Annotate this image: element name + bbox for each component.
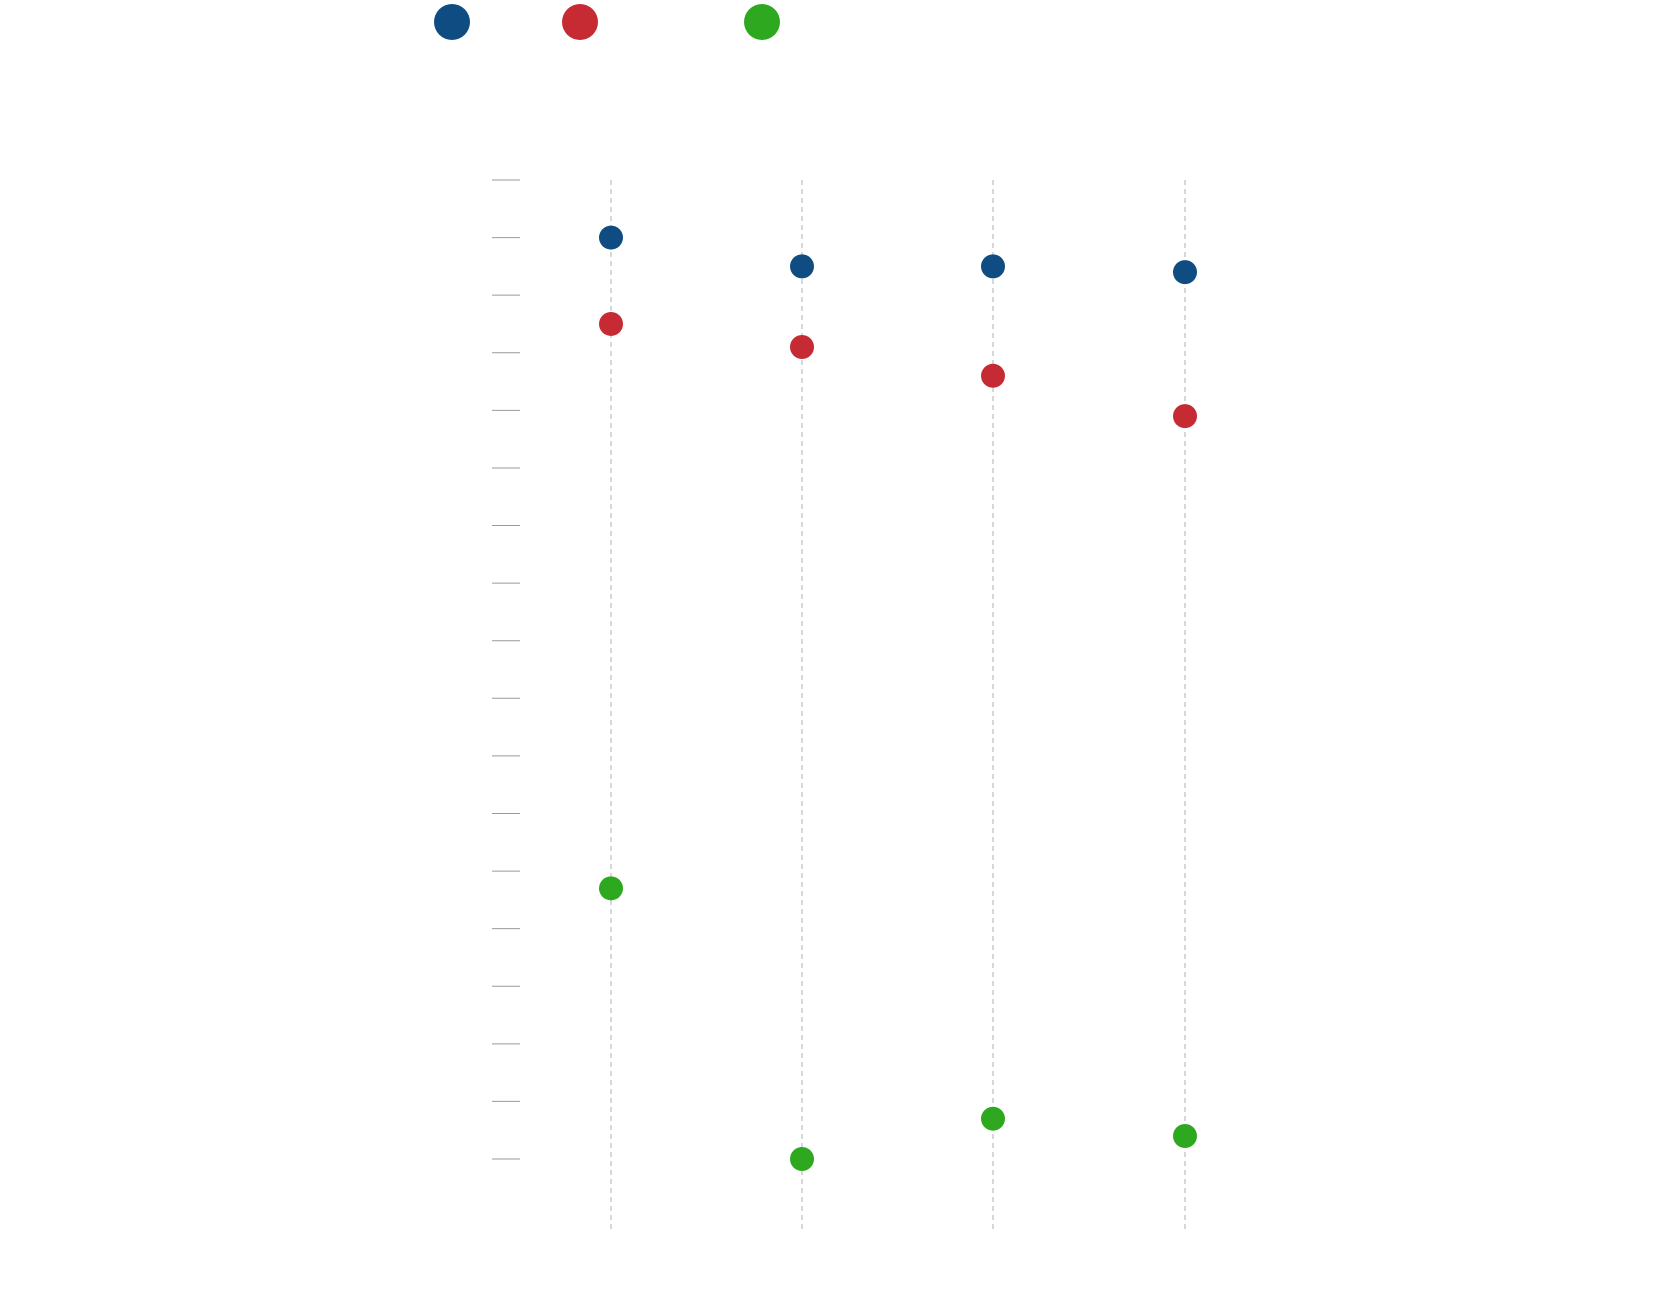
dot bbox=[790, 254, 814, 279]
dot bbox=[981, 254, 1005, 279]
dot bbox=[1173, 1123, 1197, 1148]
dot bbox=[981, 1106, 1005, 1131]
legend-marker bbox=[434, 4, 470, 40]
legend-marker bbox=[562, 4, 598, 40]
dot bbox=[1173, 404, 1197, 429]
dot bbox=[599, 876, 623, 901]
dot bbox=[790, 1147, 814, 1172]
dot bbox=[599, 311, 623, 336]
legend-marker bbox=[744, 4, 780, 40]
dot bbox=[1173, 260, 1197, 285]
dot bbox=[981, 363, 1005, 388]
dot bbox=[790, 335, 814, 360]
dot bbox=[599, 225, 623, 250]
